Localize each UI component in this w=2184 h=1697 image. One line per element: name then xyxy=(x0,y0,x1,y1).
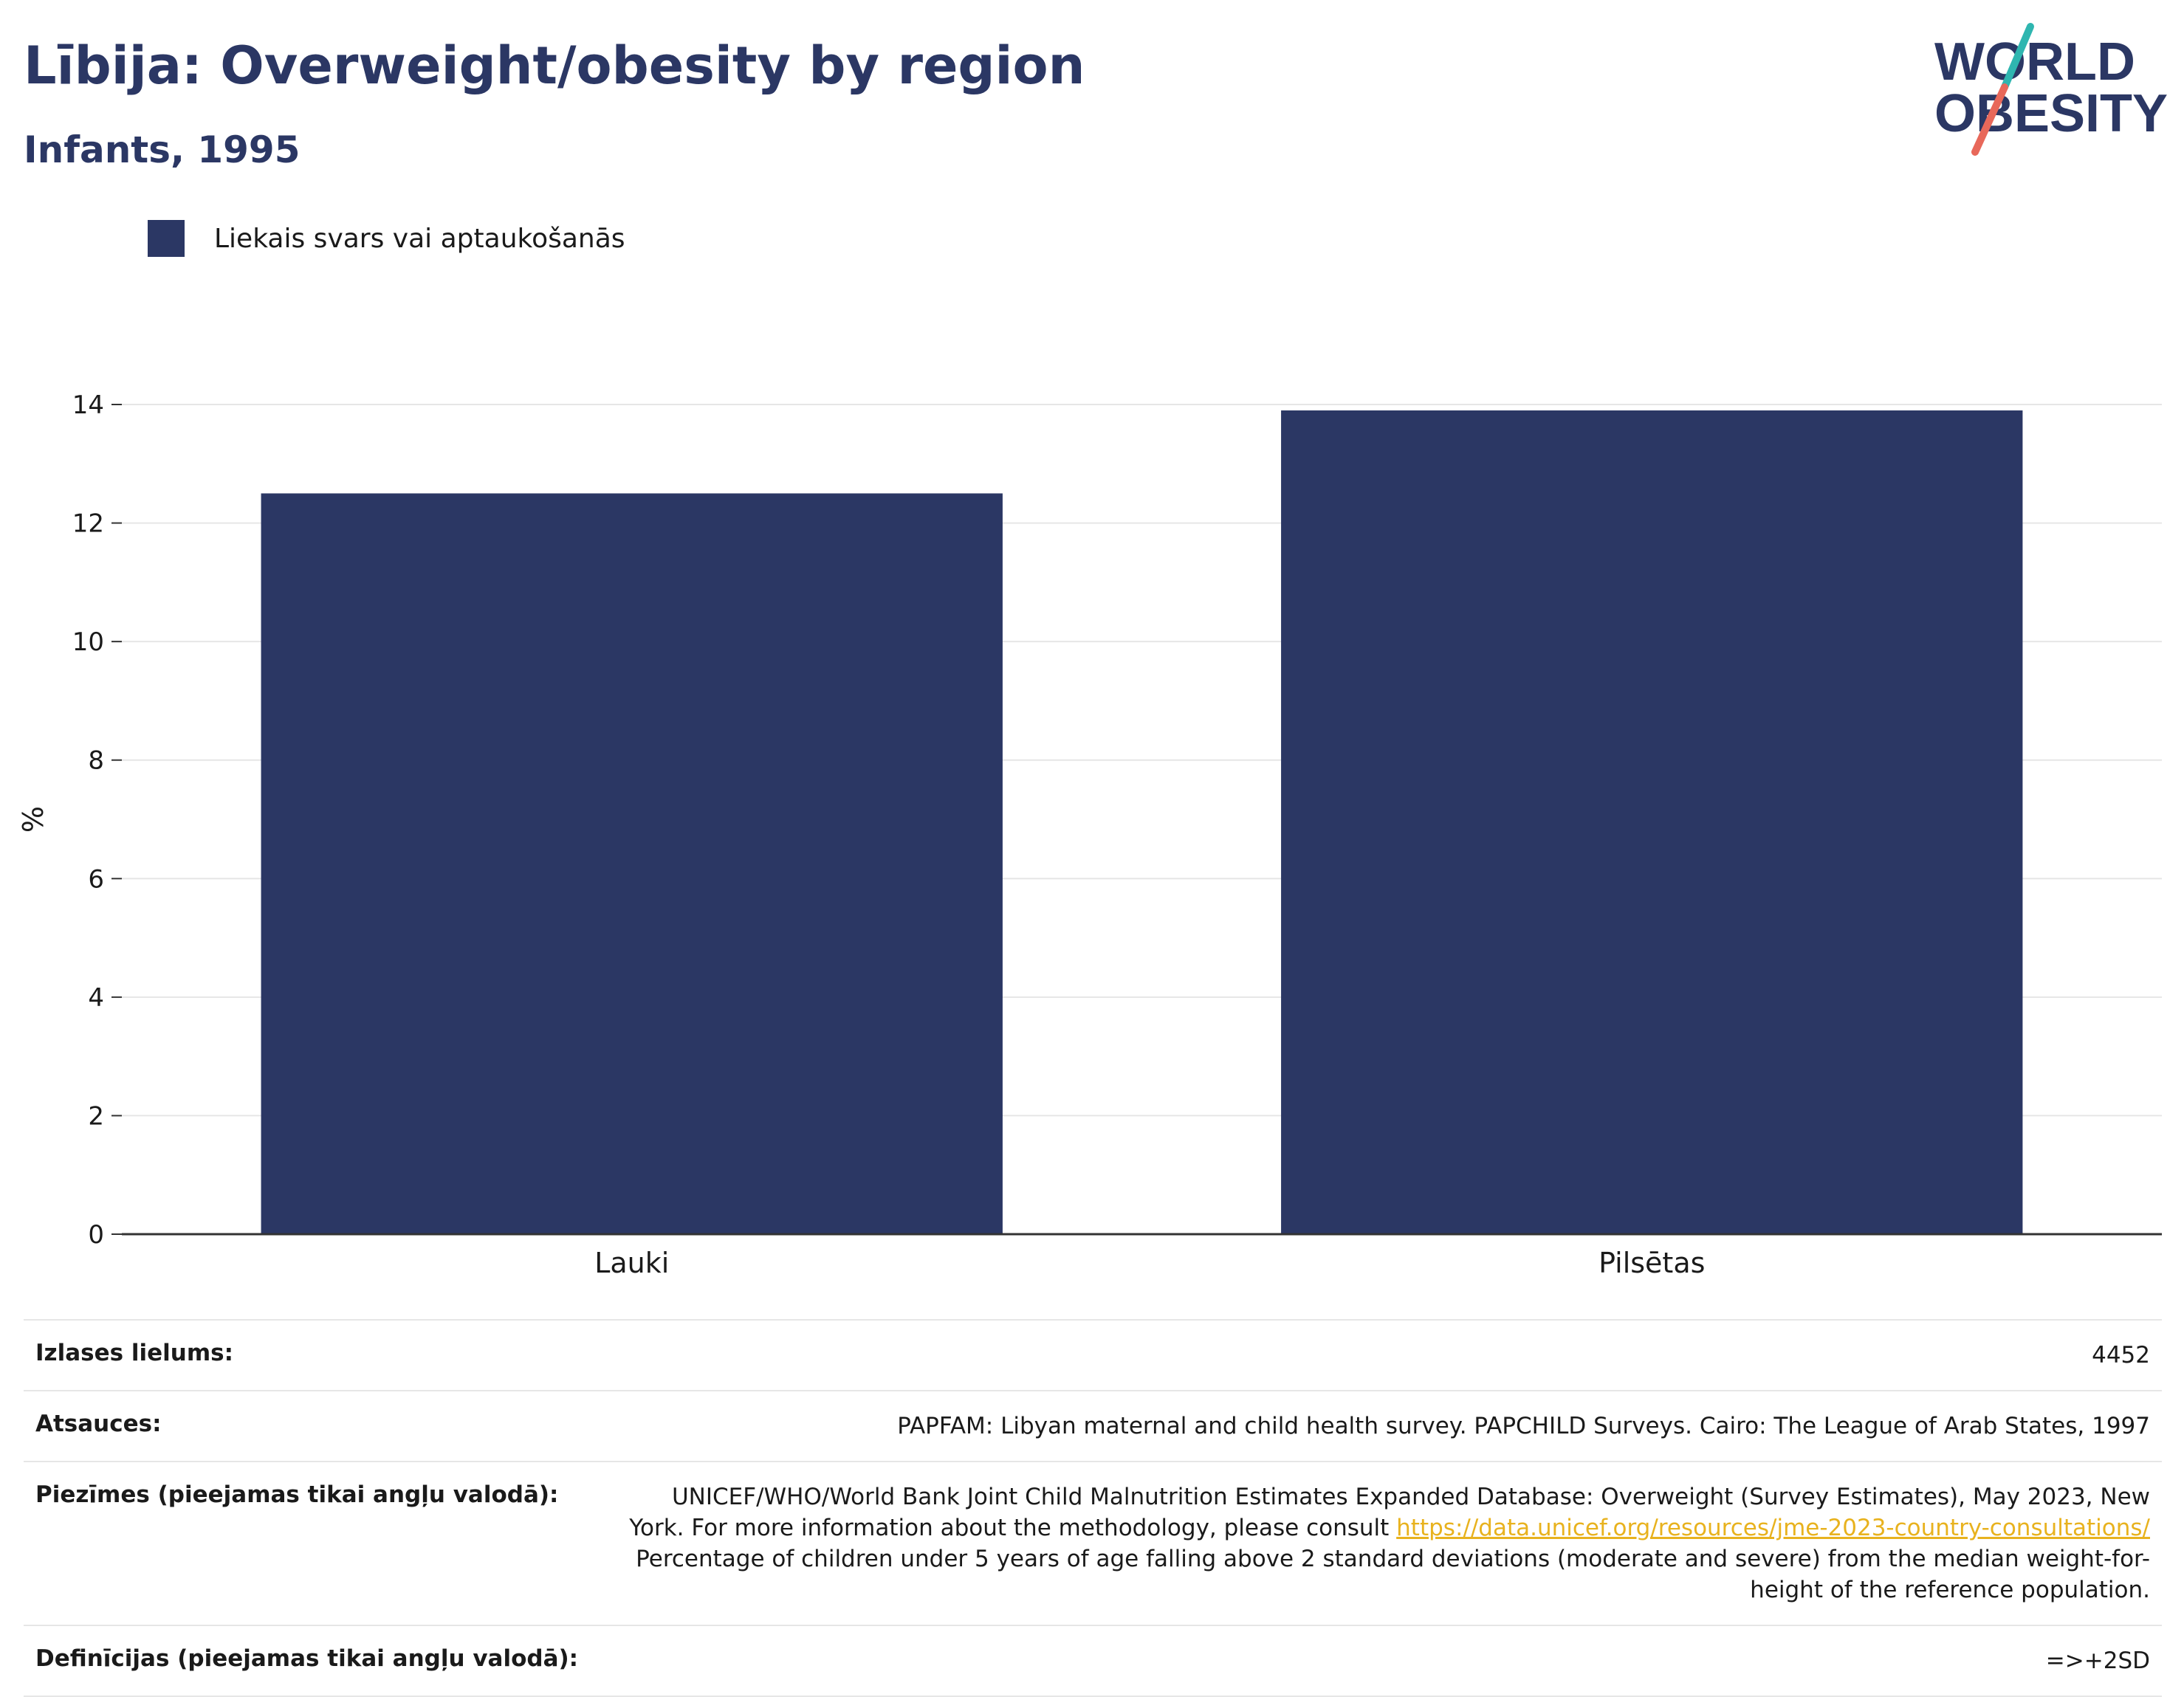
bar-lauki xyxy=(261,493,1003,1234)
notes-label: Piezīmes (pieejamas tikai angļu valodā): xyxy=(35,1481,559,1508)
references-label: Atsauces: xyxy=(35,1411,162,1437)
notes-value: UNICEF/WHO/World Bank Joint Child Malnut… xyxy=(614,1481,2150,1605)
y-tick-label: 14 xyxy=(72,390,104,420)
world-obesity-logo: WORLD OBESITY xyxy=(1934,23,2168,156)
y-tick-label: 2 xyxy=(88,1101,104,1131)
info-row-sample-size: Izlases lielums: 4452 xyxy=(24,1319,2162,1390)
y-tick-label: 10 xyxy=(72,627,104,657)
y-tick-label: 4 xyxy=(88,983,104,1013)
bar-pilsētas xyxy=(1281,410,2023,1234)
logo-slash-teal xyxy=(2001,23,2034,91)
info-row-definitions: Definīcijas (pieejamas tikai angļu valod… xyxy=(24,1625,2162,1697)
legend-label: Liekais svars vai aptaukošanās xyxy=(214,223,625,254)
x-tick-label: Pilsētas xyxy=(1598,1247,1705,1279)
info-table: Izlases lielums: 4452 Atsauces: PAPFAM: … xyxy=(24,1319,2162,1697)
definitions-value: =>+2SD xyxy=(2045,1648,2150,1674)
logo-line1: WORLD xyxy=(1934,32,2135,92)
notes-text-1: UNICEF/WHO/World Bank Joint Child Malnut… xyxy=(629,1484,2150,1541)
chart-subtitle: Infants, 1995 xyxy=(24,128,301,171)
definitions-label: Definīcijas (pieejamas tikai angļu valod… xyxy=(35,1645,579,1672)
y-tick-label: 6 xyxy=(88,864,104,894)
references-value: PAPFAM: Libyan maternal and child health… xyxy=(897,1413,2150,1439)
sample-size-value: 4452 xyxy=(2092,1342,2150,1369)
chart-title: Lībija: Overweight/obesity by region xyxy=(24,35,1085,96)
y-axis-label: % xyxy=(17,806,49,833)
legend-swatch xyxy=(148,220,185,257)
sample-size-label: Izlases lielums: xyxy=(35,1340,233,1366)
y-tick-label: 8 xyxy=(88,746,104,776)
y-tick-label: 0 xyxy=(88,1220,104,1250)
logo-slash-red xyxy=(1971,83,2008,156)
info-row-notes: Piezīmes (pieejamas tikai angļu valodā):… xyxy=(24,1461,2162,1625)
notes-text-2: Percentage of children under 5 years of … xyxy=(636,1546,2150,1603)
legend: Liekais svars vai aptaukošanās xyxy=(148,220,625,257)
info-row-references: Atsauces: PAPFAM: Libyan maternal and ch… xyxy=(24,1390,2162,1461)
logo-line2: OBESITY xyxy=(1934,84,2168,143)
notes-link[interactable]: https://data.unicef.org/resources/jme-20… xyxy=(1396,1515,2150,1541)
x-tick-label: Lauki xyxy=(594,1247,669,1279)
y-tick-label: 12 xyxy=(72,509,104,539)
bar-chart: 0 2 4 6 8 10 12 14% Lauki Pilsētas xyxy=(17,390,2162,1279)
